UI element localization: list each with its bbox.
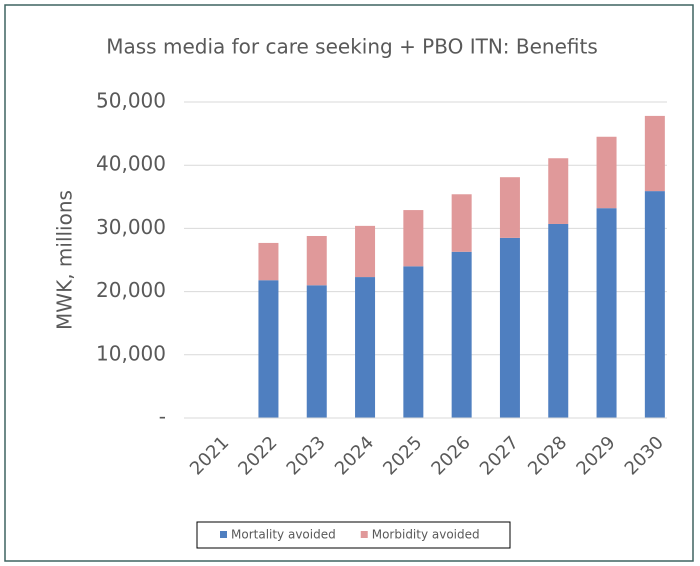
- legend-label: Mortality avoided: [231, 528, 336, 542]
- bar-segment: [499, 177, 520, 238]
- bar-segment: [306, 285, 327, 418]
- bar-segment: [644, 115, 665, 192]
- bar-segment: [403, 210, 424, 267]
- y-tick-label: -: [159, 405, 166, 429]
- legend-swatch: [220, 531, 227, 538]
- bar-segment: [306, 235, 327, 286]
- bar-segment: [596, 208, 617, 418]
- y-tick-label: 20,000: [96, 278, 166, 302]
- legend-box: [196, 521, 511, 549]
- y-tick-label: 40,000: [96, 152, 166, 176]
- bar-segment: [355, 277, 376, 418]
- bar-segment: [258, 242, 279, 281]
- bar-segment: [451, 194, 472, 252]
- y-tick-label: 10,000: [96, 341, 166, 365]
- bar-segment: [403, 266, 424, 418]
- bar-segment: [499, 237, 520, 418]
- legend-swatch: [360, 531, 368, 538]
- bar-segment: [548, 223, 569, 418]
- bar-segment: [355, 225, 376, 278]
- bar-segment: [451, 251, 472, 418]
- chart-title: Mass media for care seeking + PBO ITN: B…: [106, 35, 598, 59]
- bar-segment: [548, 158, 569, 224]
- y-tick-label: 30,000: [96, 215, 166, 239]
- bar-segment: [258, 280, 279, 418]
- bar-segment: [596, 136, 617, 209]
- y-axis-label: MWK, millions: [53, 190, 77, 330]
- frame: [4, 4, 694, 562]
- legend-label: Morbidity avoided: [372, 528, 480, 542]
- bar-segment: [644, 191, 665, 418]
- y-tick-label: 50,000: [96, 89, 166, 113]
